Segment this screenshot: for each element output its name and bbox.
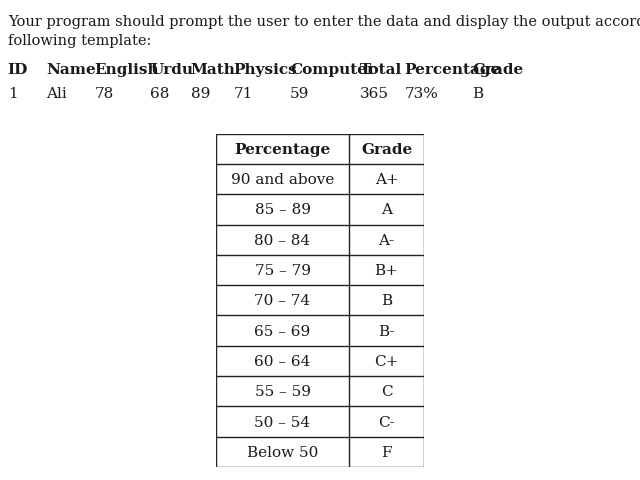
Text: ID: ID — [8, 63, 28, 77]
Text: 75 – 79: 75 – 79 — [255, 264, 310, 277]
Text: A-: A- — [378, 233, 395, 247]
Text: 65 – 69: 65 – 69 — [255, 324, 310, 338]
Text: B: B — [381, 294, 392, 308]
Text: 80 – 84: 80 – 84 — [255, 233, 310, 247]
Text: Percentage: Percentage — [404, 63, 500, 77]
Text: 50 – 54: 50 – 54 — [255, 415, 310, 429]
Text: 73%: 73% — [404, 86, 438, 100]
Text: Computer: Computer — [290, 63, 375, 77]
Text: English: English — [95, 63, 159, 77]
Text: 90 and above: 90 and above — [231, 173, 334, 187]
Text: 85 – 89: 85 – 89 — [255, 203, 310, 217]
Text: B+: B+ — [374, 264, 399, 277]
Text: 55 – 59: 55 – 59 — [255, 384, 310, 398]
Text: A: A — [381, 203, 392, 217]
Text: Name: Name — [46, 63, 96, 77]
Text: A+: A+ — [374, 173, 399, 187]
Text: Ali: Ali — [46, 86, 67, 100]
Text: C-: C- — [378, 415, 395, 429]
Text: B: B — [472, 86, 483, 100]
Text: 60 – 64: 60 – 64 — [254, 354, 311, 368]
Text: 365: 365 — [360, 86, 388, 100]
Text: Percentage: Percentage — [234, 143, 331, 156]
Text: B-: B- — [378, 324, 395, 338]
Text: Urdu: Urdu — [150, 63, 193, 77]
Text: following template:: following template: — [8, 34, 151, 48]
Text: C+: C+ — [374, 354, 399, 368]
Text: 71: 71 — [234, 86, 253, 100]
Text: 68: 68 — [150, 86, 170, 100]
Text: Grade: Grade — [472, 63, 524, 77]
Text: Physics: Physics — [234, 63, 298, 77]
Text: Grade: Grade — [361, 143, 412, 156]
Text: Your program should prompt the user to enter the data and display the output acc: Your program should prompt the user to e… — [8, 15, 640, 29]
Text: 1: 1 — [8, 86, 17, 100]
Text: Math: Math — [191, 63, 236, 77]
Text: 70 – 74: 70 – 74 — [255, 294, 310, 308]
Text: F: F — [381, 445, 392, 459]
Text: Total: Total — [360, 63, 402, 77]
Text: Below 50: Below 50 — [247, 445, 318, 459]
Text: 59: 59 — [290, 86, 309, 100]
Text: 78: 78 — [95, 86, 114, 100]
Text: 89: 89 — [191, 86, 210, 100]
Text: C: C — [381, 384, 392, 398]
